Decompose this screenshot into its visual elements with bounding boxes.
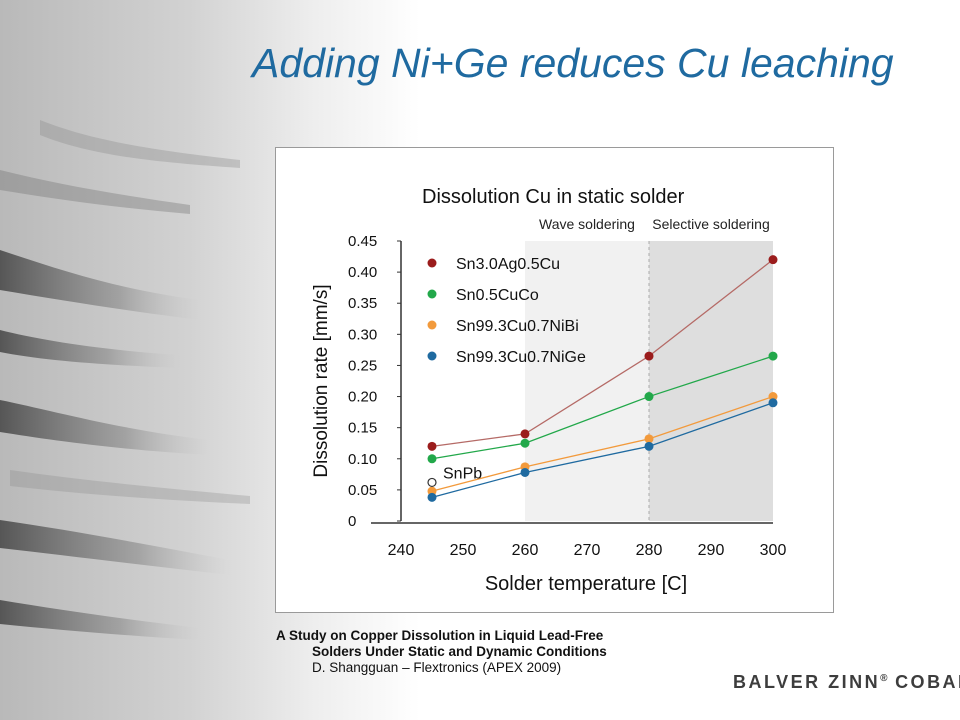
reference-point-label: SnPb (443, 465, 482, 482)
x-tick-label: 270 (574, 542, 601, 559)
legend-marker-1 (427, 289, 437, 299)
x-tick-label: 280 (636, 542, 663, 559)
legend-label-2: Sn99.3Cu0.7NiBi (456, 318, 579, 335)
data-point (768, 255, 778, 265)
data-point (644, 392, 654, 402)
brand-name-2: COBAR (895, 672, 960, 692)
data-point (520, 467, 530, 477)
data-point (768, 351, 778, 361)
y-tick-label: 0.15 (348, 420, 377, 437)
x-tick-label: 290 (698, 542, 725, 559)
legend-marker-0 (427, 258, 437, 268)
series-line-2 (431, 395, 774, 492)
series-layer (427, 255, 778, 502)
y-tick-label: 0.35 (348, 295, 377, 312)
y-tick-label: 0.05 (348, 482, 377, 499)
series-line-1 (431, 355, 774, 460)
legend-label-0: Sn3.0Ag0.5Cu (456, 256, 560, 273)
y-axis-label: Dissolution rate [mm/s] (311, 284, 332, 477)
brand-name: BALVER ZINN (733, 672, 881, 692)
region-label-0: Wave soldering (539, 216, 635, 232)
data-point (644, 351, 654, 361)
region-shading (525, 241, 773, 521)
slide-title: Adding Ni+Ge reduces Cu leaching (252, 40, 894, 86)
y-tick-label: 0.10 (348, 451, 377, 468)
region-band-0 (525, 241, 649, 521)
series-line-3 (431, 402, 774, 498)
caption-line-3: D. Shangguan – Flextronics (APEX 2009) (312, 660, 562, 675)
data-point (768, 398, 778, 408)
data-point (520, 429, 530, 439)
chart-text-layer: Wave soldering Selective soldering 0 0.05 0.… (311, 186, 786, 595)
legend-marker-2 (427, 320, 437, 330)
reference-point (427, 477, 437, 488)
data-point (427, 441, 437, 451)
x-tick-label: 250 (450, 542, 477, 559)
legend-label-1: Sn0.5CuCo (456, 287, 539, 304)
chart-panel: Wave soldering Selective soldering 0 0.05 0.… (275, 147, 834, 613)
x-tick-label: 240 (388, 542, 415, 559)
caption-line-2: Solders Under Static and Dynamic Conditi… (312, 644, 607, 659)
region-band-1 (649, 241, 773, 521)
dissolution-line-chart: Wave soldering Selective soldering 0 0.05 0.… (311, 186, 786, 595)
brand-registered-mark: ® (880, 673, 888, 684)
region-label-1: Selective soldering (652, 216, 770, 232)
y-tick-label: 0.25 (348, 357, 377, 374)
y-tick-label: 0.45 (348, 233, 377, 250)
y-tick-label: 0.20 (348, 389, 377, 406)
data-point (644, 434, 654, 444)
axes (371, 240, 773, 524)
x-tick-label: 260 (512, 542, 539, 559)
data-point (520, 438, 530, 448)
data-point (427, 486, 437, 496)
y-tick-label: 0.30 (348, 326, 377, 343)
series-line-0 (431, 259, 774, 447)
x-tick-label: 300 (760, 542, 787, 559)
data-point (644, 441, 654, 451)
source-caption: A Study on Copper Dissolution in Liquid … (276, 628, 607, 676)
data-point (427, 492, 437, 502)
y-tick-label: 0.40 (348, 264, 377, 281)
x-axis-label: Solder temperature [C] (485, 573, 687, 595)
brand-logo: BALVER ZINN® COBAR® (733, 672, 960, 693)
legend-label-3: Sn99.3Cu0.7NiGe (456, 349, 586, 366)
data-point (427, 454, 437, 464)
legend-marker-3 (427, 351, 437, 361)
chart-title: Dissolution Cu in static solder (422, 186, 685, 208)
caption-line-1: A Study on Copper Dissolution in Liquid … (276, 628, 604, 643)
data-point (768, 392, 778, 402)
y-tick-label: 0 (348, 513, 356, 530)
